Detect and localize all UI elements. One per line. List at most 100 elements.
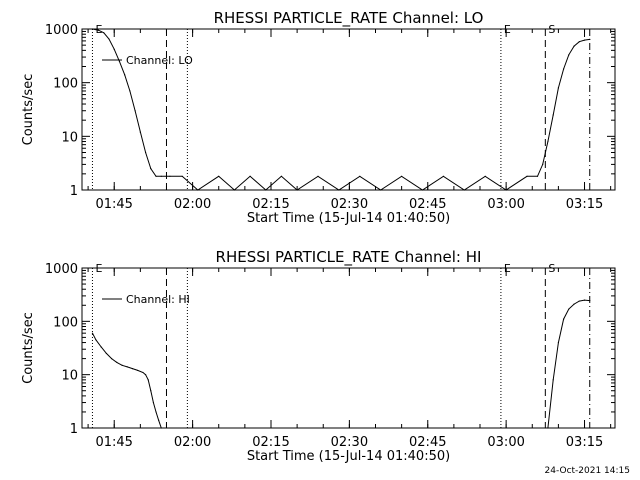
x-axis-label: Start Time (15-Jul-14 01:40:50) — [247, 211, 450, 226]
data-point — [218, 175, 220, 177]
data-point — [578, 41, 580, 43]
data-point — [160, 427, 162, 429]
data-point — [280, 175, 283, 177]
data-point — [91, 28, 94, 30]
x-tick-label: 02:45 — [409, 197, 446, 212]
y-tick-label: 1 — [70, 184, 78, 199]
data-point — [126, 366, 128, 368]
data-point — [155, 411, 157, 413]
data-point — [121, 364, 123, 366]
annotation-label: E — [95, 23, 102, 36]
data-point — [100, 346, 102, 348]
legend-label: Channel: HI — [126, 293, 190, 306]
data-point — [129, 90, 131, 92]
data-point — [578, 300, 580, 302]
y-tick-label: 10 — [61, 130, 78, 145]
data-point — [124, 74, 126, 76]
data-point — [116, 361, 118, 363]
data-point — [181, 175, 183, 177]
data-point — [144, 374, 147, 376]
x-tick-label: 02:15 — [252, 197, 289, 212]
data-point — [160, 175, 162, 177]
plot-frame — [81, 267, 616, 429]
y-tick-label: 100 — [53, 77, 78, 92]
data-point — [158, 419, 160, 421]
data-point — [103, 32, 105, 34]
data-point — [583, 39, 586, 41]
y-tick-label: 100 — [53, 315, 78, 330]
x-tick-label: 02:30 — [331, 197, 368, 212]
annotation-label: S — [548, 23, 555, 36]
data-point — [563, 68, 565, 70]
data-point — [557, 87, 559, 89]
data-point — [536, 175, 539, 177]
data-point — [105, 352, 107, 355]
data-point — [568, 54, 570, 56]
data-point — [421, 189, 424, 191]
data-point — [265, 189, 267, 191]
data-point — [134, 110, 136, 112]
data-point — [144, 151, 147, 154]
data-point — [589, 299, 591, 302]
data-point — [131, 367, 134, 370]
y-tick-label: 1000 — [45, 23, 78, 38]
data-point — [97, 29, 100, 31]
data-point — [563, 318, 565, 320]
data-point — [359, 175, 361, 177]
timestamp-text: 24-Oct-2021 14:15 — [544, 466, 630, 476]
data-point — [150, 390, 152, 392]
plot-frame — [81, 28, 616, 191]
annotation-label: S — [548, 262, 555, 275]
data-point — [463, 189, 465, 191]
x-tick-label: 03:15 — [566, 197, 603, 212]
data-point — [165, 175, 168, 177]
data-point — [169, 175, 171, 177]
data-point — [589, 38, 591, 41]
data-point — [296, 189, 298, 191]
x-tick-label: 03:15 — [566, 435, 603, 450]
x-tick-label: 02:45 — [409, 435, 446, 450]
data-point — [380, 189, 382, 191]
legend-label: Channel: LO — [126, 54, 193, 67]
footer-timestamp: 24-Oct-2021 14:15 — [545, 466, 630, 476]
data-point — [150, 168, 152, 170]
x-tick-label: 02:15 — [252, 435, 289, 450]
data-point — [547, 140, 549, 143]
chart-title: RHESSI PARTICLE_RATE Channel: HI — [216, 248, 482, 267]
data-point — [338, 189, 340, 191]
data-point — [155, 175, 157, 177]
data-point — [583, 299, 586, 301]
y-axis-label: Counts/sec — [21, 74, 36, 146]
data-point — [573, 303, 575, 305]
data-point — [113, 48, 115, 50]
data-point — [152, 401, 155, 404]
data-point — [95, 339, 97, 341]
data-point — [526, 175, 528, 177]
data-point — [137, 369, 139, 372]
x-axis-label: Start Time (15-Jul-14 01:40:50) — [247, 449, 450, 464]
y-tick-label: 1 — [70, 422, 78, 437]
data-point — [542, 163, 544, 165]
chart-title: RHESSI PARTICLE_RATE Channel: LO — [214, 9, 484, 28]
x-tick-label: 01:45 — [95, 197, 132, 212]
series-line — [92, 299, 590, 429]
data-point — [547, 427, 549, 429]
data-point — [505, 189, 507, 191]
data-point — [557, 341, 559, 344]
x-tick-label: 03:00 — [487, 435, 524, 450]
data-point — [233, 189, 236, 191]
y-tick-label: 1000 — [45, 262, 78, 277]
x-tick-label: 02:30 — [331, 435, 368, 450]
data-point — [197, 189, 199, 191]
data-point — [249, 175, 251, 177]
data-point — [573, 45, 575, 47]
data-point — [118, 60, 121, 62]
x-tick-label: 02:00 — [174, 435, 211, 450]
data-point — [147, 379, 149, 381]
data-point — [552, 379, 554, 381]
annotation-label: E — [504, 23, 511, 36]
data-point — [552, 114, 554, 116]
data-point — [317, 175, 319, 177]
data-point — [484, 175, 486, 177]
